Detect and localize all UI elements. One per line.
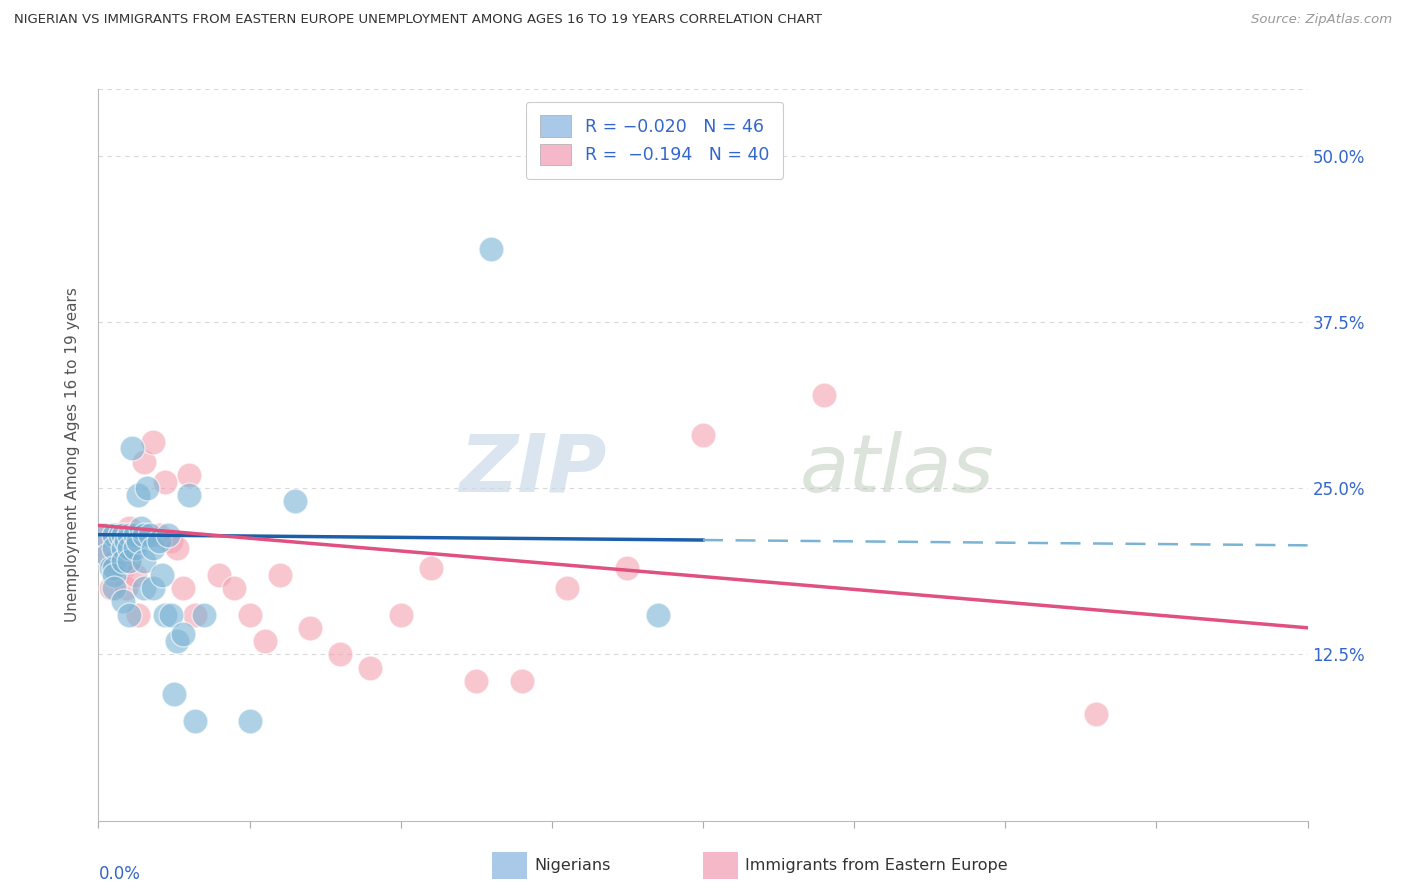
Point	[465, 673, 488, 688]
Point	[118, 521, 141, 535]
Point	[118, 554, 141, 568]
Point	[360, 661, 382, 675]
Point	[184, 607, 207, 622]
Point	[166, 634, 188, 648]
Point	[166, 541, 188, 555]
Text: 0.0%: 0.0%	[98, 864, 141, 882]
Point	[1085, 707, 1108, 722]
Point	[127, 488, 149, 502]
Point	[135, 481, 157, 495]
Text: NIGERIAN VS IMMIGRANTS FROM EASTERN EUROPE UNEMPLOYMENT AMONG AGES 16 TO 19 YEAR: NIGERIAN VS IMMIGRANTS FROM EASTERN EURO…	[14, 13, 823, 27]
Point	[253, 634, 276, 648]
Point	[124, 527, 146, 541]
Point	[118, 554, 141, 568]
Point	[299, 621, 322, 635]
FancyBboxPatch shape	[492, 852, 527, 879]
Point	[481, 242, 503, 256]
Point	[160, 534, 183, 549]
Point	[127, 607, 149, 622]
Point	[103, 527, 125, 541]
Point	[179, 488, 201, 502]
Point	[389, 607, 412, 622]
Point	[111, 541, 134, 555]
Point	[132, 454, 155, 468]
Point	[124, 541, 146, 555]
Point	[184, 714, 207, 728]
Point	[616, 561, 638, 575]
Text: Immigrants from Eastern Europe: Immigrants from Eastern Europe	[745, 858, 1008, 872]
Point	[108, 527, 131, 541]
Point	[172, 627, 194, 641]
Point	[100, 561, 122, 575]
Point	[135, 527, 157, 541]
Point	[121, 442, 143, 456]
Point	[121, 527, 143, 541]
Point	[103, 581, 125, 595]
Point	[139, 527, 162, 541]
Point	[111, 594, 134, 608]
Point	[555, 581, 578, 595]
Point	[103, 561, 125, 575]
Point	[118, 541, 141, 555]
Point	[156, 527, 179, 541]
Point	[647, 607, 669, 622]
Point	[153, 607, 176, 622]
Point	[148, 527, 170, 541]
Point	[129, 521, 152, 535]
Text: Nigerians: Nigerians	[534, 858, 610, 872]
Point	[100, 581, 122, 595]
Point	[93, 527, 115, 541]
Point	[93, 527, 115, 541]
Point	[329, 648, 352, 662]
Point	[142, 541, 165, 555]
Point	[150, 567, 173, 582]
Point	[114, 534, 136, 549]
Point	[153, 475, 176, 489]
Text: atlas: atlas	[800, 431, 994, 508]
Point	[208, 567, 231, 582]
Point	[142, 581, 165, 595]
Point	[239, 607, 262, 622]
Point	[148, 534, 170, 549]
Point	[284, 494, 307, 508]
Point	[269, 567, 291, 582]
Point	[239, 714, 262, 728]
Point	[692, 428, 714, 442]
Point	[510, 673, 533, 688]
Point	[103, 527, 125, 541]
Point	[118, 607, 141, 622]
Point	[224, 581, 246, 595]
Point	[142, 434, 165, 449]
Point	[193, 607, 215, 622]
Point	[96, 548, 118, 562]
Point	[111, 554, 134, 568]
Point	[813, 388, 835, 402]
Legend: R = −​0.020   N = 46, R =  −​0.194   N = 40: R = −​0.020 N = 46, R = −​0.194 N = 40	[526, 102, 783, 178]
Point	[160, 607, 183, 622]
Point	[132, 527, 155, 541]
Point	[111, 561, 134, 575]
Text: Source: ZipAtlas.com: Source: ZipAtlas.com	[1251, 13, 1392, 27]
FancyBboxPatch shape	[703, 852, 738, 879]
Point	[127, 534, 149, 549]
Point	[111, 527, 134, 541]
Point	[179, 467, 201, 482]
Point	[103, 541, 125, 555]
Point	[420, 561, 443, 575]
Point	[96, 548, 118, 562]
Point	[132, 554, 155, 568]
Point	[114, 581, 136, 595]
Point	[132, 581, 155, 595]
Point	[172, 581, 194, 595]
Point	[118, 527, 141, 541]
Point	[124, 567, 146, 582]
Point	[103, 567, 125, 582]
Point	[108, 527, 131, 541]
Y-axis label: Unemployment Among Ages 16 to 19 years: Unemployment Among Ages 16 to 19 years	[65, 287, 80, 623]
Point	[163, 687, 186, 701]
Point	[103, 554, 125, 568]
Text: ZIP: ZIP	[458, 431, 606, 508]
